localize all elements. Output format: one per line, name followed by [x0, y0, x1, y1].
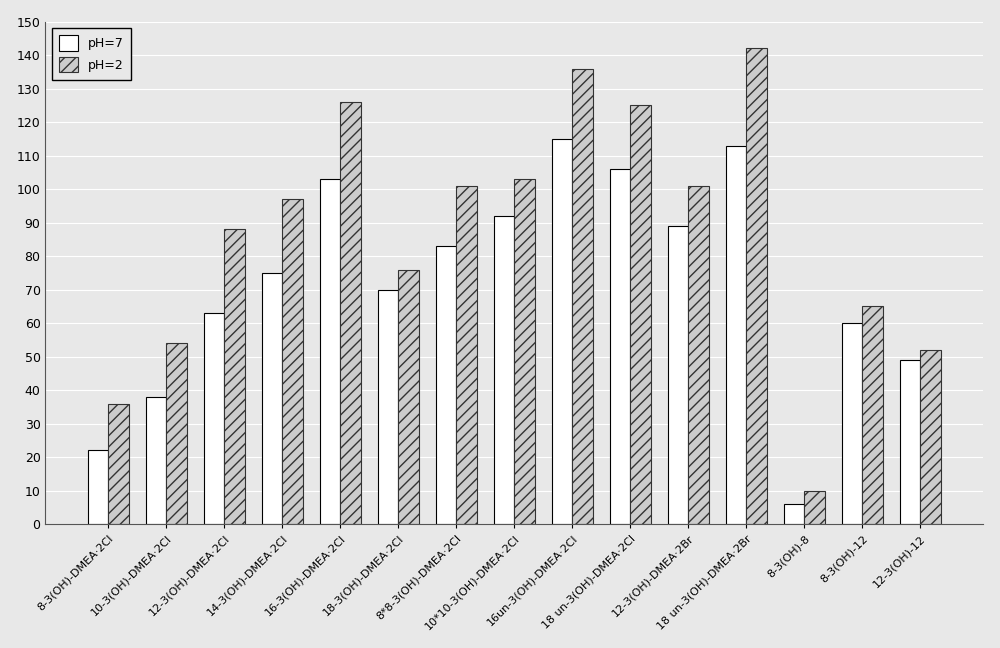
Bar — [746, 49, 767, 524]
Bar — [572, 69, 593, 524]
Bar — [552, 139, 572, 524]
Bar — [688, 186, 709, 524]
Bar — [282, 199, 303, 524]
Bar — [108, 404, 129, 524]
Bar — [378, 290, 398, 524]
Bar — [456, 186, 477, 524]
Bar — [340, 102, 361, 524]
Bar — [630, 106, 651, 524]
Bar — [900, 360, 920, 524]
Bar — [668, 226, 688, 524]
Bar — [862, 307, 883, 524]
Bar — [320, 179, 340, 524]
Bar — [842, 323, 862, 524]
Bar — [920, 350, 941, 524]
Bar — [514, 179, 535, 524]
Bar — [784, 504, 804, 524]
Bar — [224, 229, 245, 524]
Bar — [494, 216, 514, 524]
Bar — [726, 146, 746, 524]
Legend: pH=7, pH=2: pH=7, pH=2 — [52, 28, 131, 80]
Bar — [204, 313, 224, 524]
Bar — [146, 397, 166, 524]
Bar — [88, 450, 108, 524]
Bar — [804, 491, 825, 524]
Bar — [610, 169, 630, 524]
Bar — [436, 246, 456, 524]
Bar — [166, 343, 187, 524]
Bar — [262, 273, 282, 524]
Bar — [398, 270, 419, 524]
